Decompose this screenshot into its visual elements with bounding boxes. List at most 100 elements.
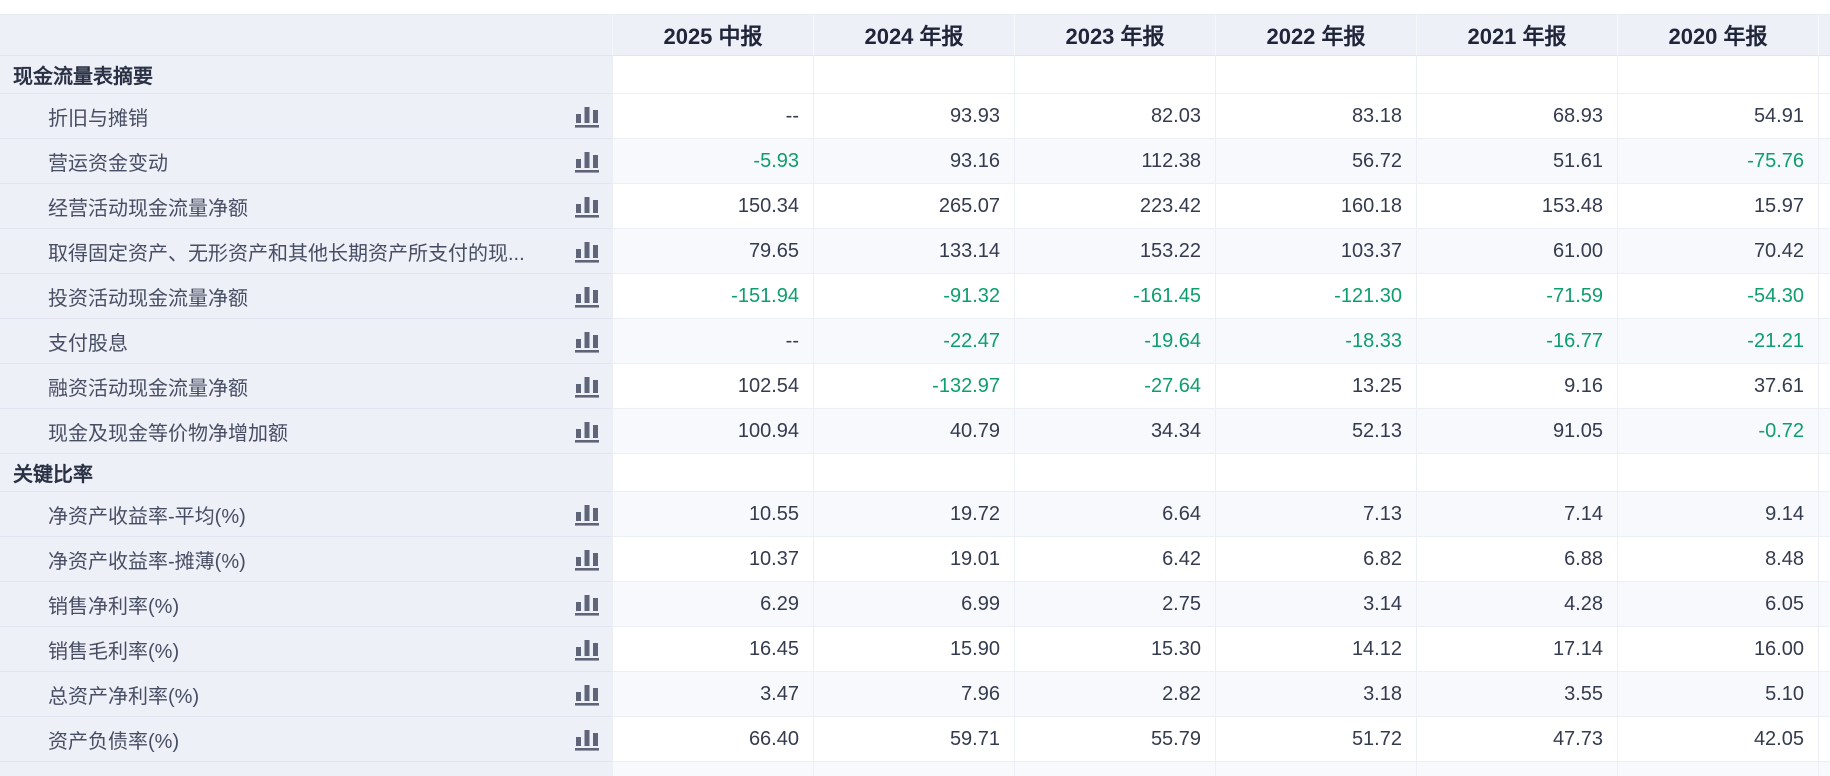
table-row: 折旧与摊销 -- 93.93 82.03 83.18 68.93 54.91	[0, 94, 1830, 139]
cell-value: 102.54	[737, 374, 799, 397]
value-cell: 82.03	[1014, 94, 1215, 139]
cell-value: 19.72	[949, 502, 1000, 525]
value-cell: 153.48	[1416, 184, 1617, 229]
row-label: 营运资金变动	[48, 152, 168, 175]
table-row: 销售净利率(%) 6.29 6.99 2.75 3.14 4.28 6.05	[0, 582, 1830, 627]
cell-value: -16.77	[1546, 329, 1603, 352]
cell-value: 34.34	[1150, 419, 1201, 442]
value-cell: -121.30	[1215, 274, 1416, 319]
value-cell: 102.54	[612, 364, 813, 409]
section-empty-cell	[1416, 454, 1617, 492]
cell-value: 15.97	[1753, 194, 1804, 217]
column-header: 2022 年报	[1215, 15, 1416, 56]
cell-value: 19.01	[949, 547, 1000, 570]
bar-chart-icon[interactable]	[574, 682, 600, 706]
value-cell: --	[612, 94, 813, 139]
section-empty-cell	[1617, 454, 1818, 492]
cell-value: 3.55	[1564, 682, 1603, 705]
cell-value: 223.42	[1139, 194, 1201, 217]
table-row: 净资产收益率-平均(%) 10.55 19.72 6.64 7.13 7.14 9.14	[0, 492, 1830, 537]
cell-value: 93.93	[949, 104, 1000, 127]
column-header-label: 2025 中报	[663, 24, 763, 49]
value-cell: 55.79	[1014, 717, 1215, 762]
bar-chart-icon[interactable]	[574, 149, 600, 173]
bar-chart-icon[interactable]	[574, 419, 600, 443]
row-sliver	[1818, 364, 1830, 409]
bar-chart-icon[interactable]	[574, 284, 600, 308]
cell-value: 40.79	[949, 419, 1000, 442]
row-label-cell: 融资活动现金流量净额	[0, 364, 612, 409]
value-cell: 66.40	[612, 717, 813, 762]
row-label: 支付股息	[48, 332, 128, 355]
value-cell: 3.18	[1215, 672, 1416, 717]
row-label: 资产负债率(%)	[48, 730, 180, 753]
value-cell: -91.32	[813, 274, 1014, 319]
value-cell: 19.72	[813, 492, 1014, 537]
bar-chart-icon[interactable]	[574, 502, 600, 526]
row-label: 销售毛利率(%)	[48, 640, 180, 663]
row-label-cell: 取得固定资产、无形资产和其他长期资产所支付的现...	[0, 229, 612, 274]
cell-value: 15.30	[1150, 637, 1201, 660]
value-cell: -54.30	[1617, 274, 1818, 319]
cell-value: 6.99	[961, 592, 1000, 615]
cell-value: 10.37	[748, 547, 799, 570]
bar-chart-icon[interactable]	[574, 592, 600, 616]
value-cell: 70.42	[1617, 229, 1818, 274]
bar-chart-icon[interactable]	[574, 374, 600, 398]
cell-value: 9.14	[1765, 502, 1804, 525]
cell-value: 6.42	[1162, 547, 1201, 570]
column-header: 2023 年报	[1014, 15, 1215, 56]
section-title-cell: 关键比率	[0, 454, 612, 492]
value-cell: 34.34	[1014, 409, 1215, 454]
cell-value: -161.45	[1133, 284, 1201, 307]
value-cell: 6.05	[1617, 582, 1818, 627]
column-header: 2021 年报	[1416, 15, 1617, 56]
value-cell: -5.93	[612, 139, 813, 184]
bar-chart-icon[interactable]	[574, 727, 600, 751]
value-cell: 223.42	[1014, 184, 1215, 229]
value-cell: 79.65	[612, 229, 813, 274]
cell-value: 70.42	[1753, 239, 1804, 262]
column-header: 2025 中报	[612, 15, 813, 56]
row-label: 净资产收益率-平均(%)	[48, 505, 246, 528]
row-label: 融资活动现金流量净额	[48, 377, 248, 400]
value-cell: 93.16	[813, 139, 1014, 184]
row-label: 销售净利率(%)	[48, 595, 180, 618]
value-cell: -151.94	[612, 274, 813, 319]
row-label-cell	[0, 762, 612, 776]
row-label-cell: 经营活动现金流量净额	[0, 184, 612, 229]
header-label-spacer	[0, 15, 612, 56]
row-label-cell: 现金及现金等价物净增加额	[0, 409, 612, 454]
value-cell: 5.10	[1617, 672, 1818, 717]
cell-value: -132.97	[932, 374, 1000, 397]
cell-value: 3.14	[1363, 592, 1402, 615]
bar-chart-icon[interactable]	[574, 194, 600, 218]
bar-chart-icon[interactable]	[574, 239, 600, 263]
cell-value: -18.33	[1345, 329, 1402, 352]
row-label: 现金及现金等价物净增加额	[48, 422, 288, 445]
section-empty-cell	[612, 56, 813, 94]
bar-chart-icon[interactable]	[574, 547, 600, 571]
cell-value: 42.05	[1753, 727, 1804, 750]
bar-chart-icon[interactable]	[574, 329, 600, 353]
section-title: 关键比率	[13, 464, 93, 486]
bar-chart-icon[interactable]	[574, 637, 600, 661]
row-label-cell: 总资产净利率(%)	[0, 672, 612, 717]
cell-value: -91.32	[943, 284, 1000, 307]
value-cell	[1416, 762, 1617, 776]
cell-value: 16.45	[748, 637, 799, 660]
value-cell: 6.64	[1014, 492, 1215, 537]
value-cell: 9.16	[1416, 364, 1617, 409]
value-cell: 59.71	[813, 717, 1014, 762]
cell-value: 133.14	[938, 239, 1000, 262]
financial-table: 2025 中报 2024 年报 2023 年报 2022 年报 2021 年报 2020 …	[0, 14, 1830, 776]
bar-chart-icon[interactable]	[574, 104, 600, 128]
table-row: 现金及现金等价物净增加额 100.94 40.79 34.34 52.13 91.05 -0…	[0, 409, 1830, 454]
row-sliver	[1818, 139, 1830, 184]
row-label-cell: 销售毛利率(%)	[0, 627, 612, 672]
row-label-cell: 营运资金变动	[0, 139, 612, 184]
table-row: 资产负债率(%) 66.40 59.71 55.79 51.72 47.73 42.05	[0, 717, 1830, 762]
value-cell: -132.97	[813, 364, 1014, 409]
value-cell: 40.79	[813, 409, 1014, 454]
value-cell: 91.05	[1416, 409, 1617, 454]
